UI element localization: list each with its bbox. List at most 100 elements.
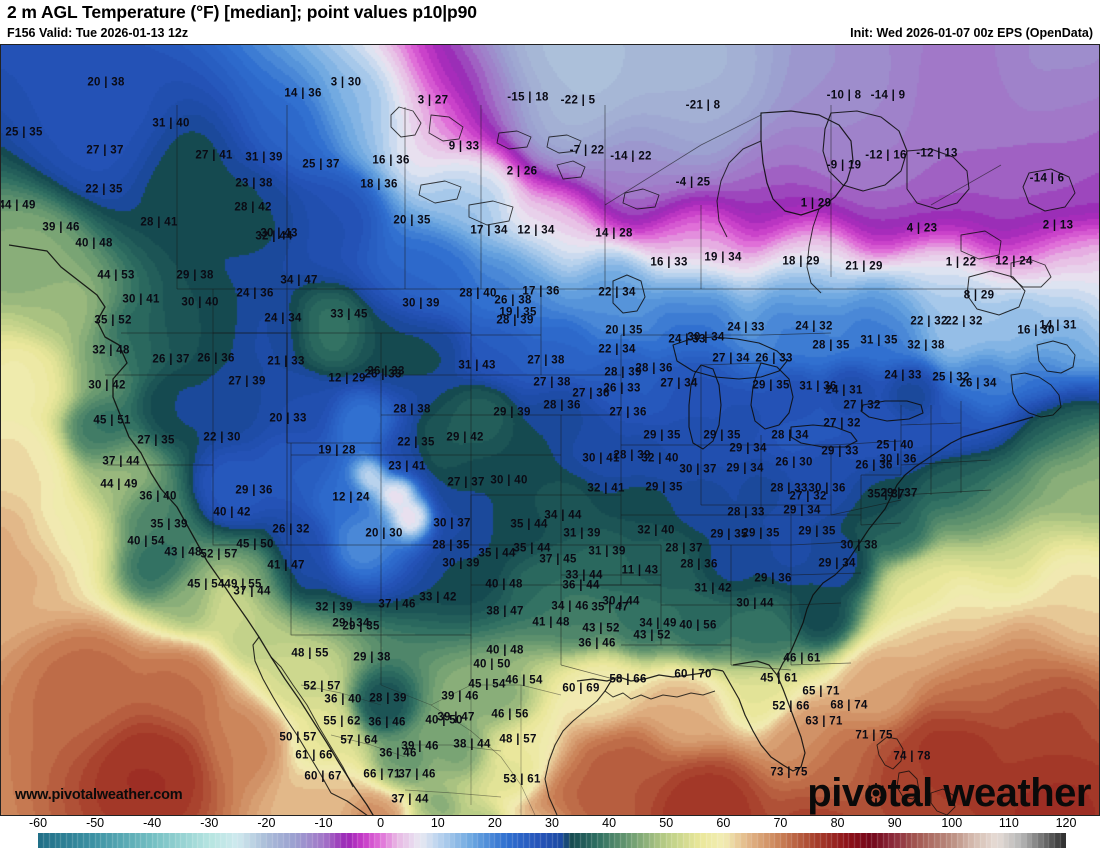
geo-line	[622, 188, 660, 210]
geo-line	[468, 200, 514, 226]
geo-line	[270, 656, 354, 788]
geo-line	[212, 465, 291, 546]
map-geography-overlay	[8, 105, 1076, 815]
valid-time-label: F156 Valid: Tue 2026-01-13 12z	[7, 26, 189, 40]
geo-line	[790, 662, 852, 666]
geo-line	[790, 572, 862, 576]
geo-line	[760, 332, 832, 336]
geo-line	[381, 545, 472, 636]
geo-line	[722, 660, 806, 772]
colorbar-canvas	[38, 833, 1066, 848]
colorbar[interactable]: -60 -50 -40 -30 -20 -10 0 10 20 30 40 50 60 70 80 90 100…	[0, 816, 1100, 850]
colorbar-tick: 100	[941, 816, 963, 830]
temperature-field-canvas	[1, 45, 1099, 815]
brand-watermark: pivotal weather	[807, 773, 1091, 813]
map-header: 2 m AGL Temperature (°F) [median]; point…	[0, 0, 1100, 44]
geo-line	[604, 114, 762, 206]
geo-line	[860, 400, 924, 422]
geo-line	[286, 333, 381, 444]
geo-line	[700, 362, 762, 366]
sun-star-icon: o	[864, 773, 888, 813]
geo-line	[390, 106, 422, 138]
geo-line	[790, 602, 842, 606]
geo-line	[730, 664, 792, 671]
geo-line	[966, 270, 1026, 316]
geo-line	[560, 664, 622, 682]
geo-line	[716, 140, 762, 238]
geo-line	[401, 744, 502, 752]
geo-line	[1010, 372, 1062, 418]
geo-line	[404, 789, 502, 798]
colorbar-tick-labels: -60 -50 -40 -30 -20 -10 0 10 20 30 40 50 60 70 80 90 100…	[0, 816, 1100, 833]
colorbar-tick: 110	[998, 816, 1019, 830]
geo-line	[960, 230, 1002, 260]
brand-text-post: tal weather	[887, 771, 1092, 815]
geo-line	[930, 164, 1002, 206]
geo-line	[330, 734, 406, 758]
colorbar-tick: 90	[887, 816, 902, 830]
geo-line	[105, 289, 214, 376]
geo-line	[576, 668, 724, 682]
geo-line	[380, 684, 536, 815]
init-time-label: Init: Wed 2026-01-07 00z EPS (OpenData)	[850, 26, 1093, 40]
colorbar-tick: 10	[430, 816, 445, 830]
geo-line	[906, 148, 970, 210]
geo-line	[604, 680, 716, 700]
geo-line	[776, 416, 1034, 676]
geo-line	[252, 636, 332, 794]
geo-line	[822, 110, 908, 192]
site-url-label: www.pivotalweather.com	[15, 787, 183, 803]
colorbar-tick: -40	[143, 816, 162, 830]
geo-line	[1010, 258, 1052, 288]
geo-line	[8, 244, 374, 815]
geo-line	[900, 489, 992, 496]
geo-line	[790, 540, 872, 546]
colorbar-tick: -60	[28, 816, 48, 830]
geo-line	[290, 545, 381, 636]
colorbar-tick: 30	[545, 816, 559, 830]
geo-line	[930, 788, 956, 815]
geo-line	[876, 736, 904, 770]
colorbar-tick: 40	[602, 816, 617, 830]
colorbar-tick: -30	[200, 816, 219, 830]
geo-line	[428, 114, 464, 142]
geo-line	[430, 684, 562, 706]
colorbar-tick: 0	[377, 816, 385, 830]
geo-line	[418, 180, 462, 204]
geo-line	[830, 499, 902, 516]
geo-line	[213, 332, 288, 443]
colorbar-tick: -50	[86, 816, 105, 830]
sun-star-glyph	[865, 783, 886, 803]
geo-line	[896, 770, 920, 800]
page-title: 2 m AGL Temperature (°F) [median]; point…	[7, 2, 477, 22]
colorbar-tick: 120	[1055, 816, 1077, 830]
geo-line	[612, 274, 646, 314]
geo-line	[688, 364, 722, 450]
colorbar-tick: 60	[716, 816, 731, 830]
geo-line	[750, 362, 794, 430]
geo-line	[830, 440, 902, 446]
colorbar-tick: 50	[659, 816, 674, 830]
colorbar-tick: 80	[830, 816, 845, 830]
geo-line	[790, 424, 858, 448]
geo-line	[672, 336, 788, 380]
colorbar-tick: 20	[487, 816, 502, 830]
geo-line	[544, 680, 612, 815]
geo-line	[760, 110, 854, 216]
brand-text-pre: piv	[807, 771, 864, 815]
map-panel[interactable]: 25 | 35 20 | 38 27 | 37 31 | 40 22 | 35 27 | …	[0, 44, 1100, 816]
colorbar-gradient[interactable]	[38, 833, 1066, 848]
colorbar-tick: -20	[257, 816, 276, 830]
colorbar-tick: -10	[314, 816, 333, 830]
geo-line	[860, 522, 902, 526]
geo-line	[300, 684, 382, 706]
geo-line	[1022, 168, 1076, 212]
geo-line	[1036, 340, 1076, 374]
geo-line	[330, 792, 368, 815]
geo-line	[546, 134, 582, 154]
geo-line	[556, 160, 586, 180]
geo-line	[496, 130, 532, 150]
geo-line	[900, 459, 992, 466]
colorbar-tick: 70	[773, 816, 788, 830]
